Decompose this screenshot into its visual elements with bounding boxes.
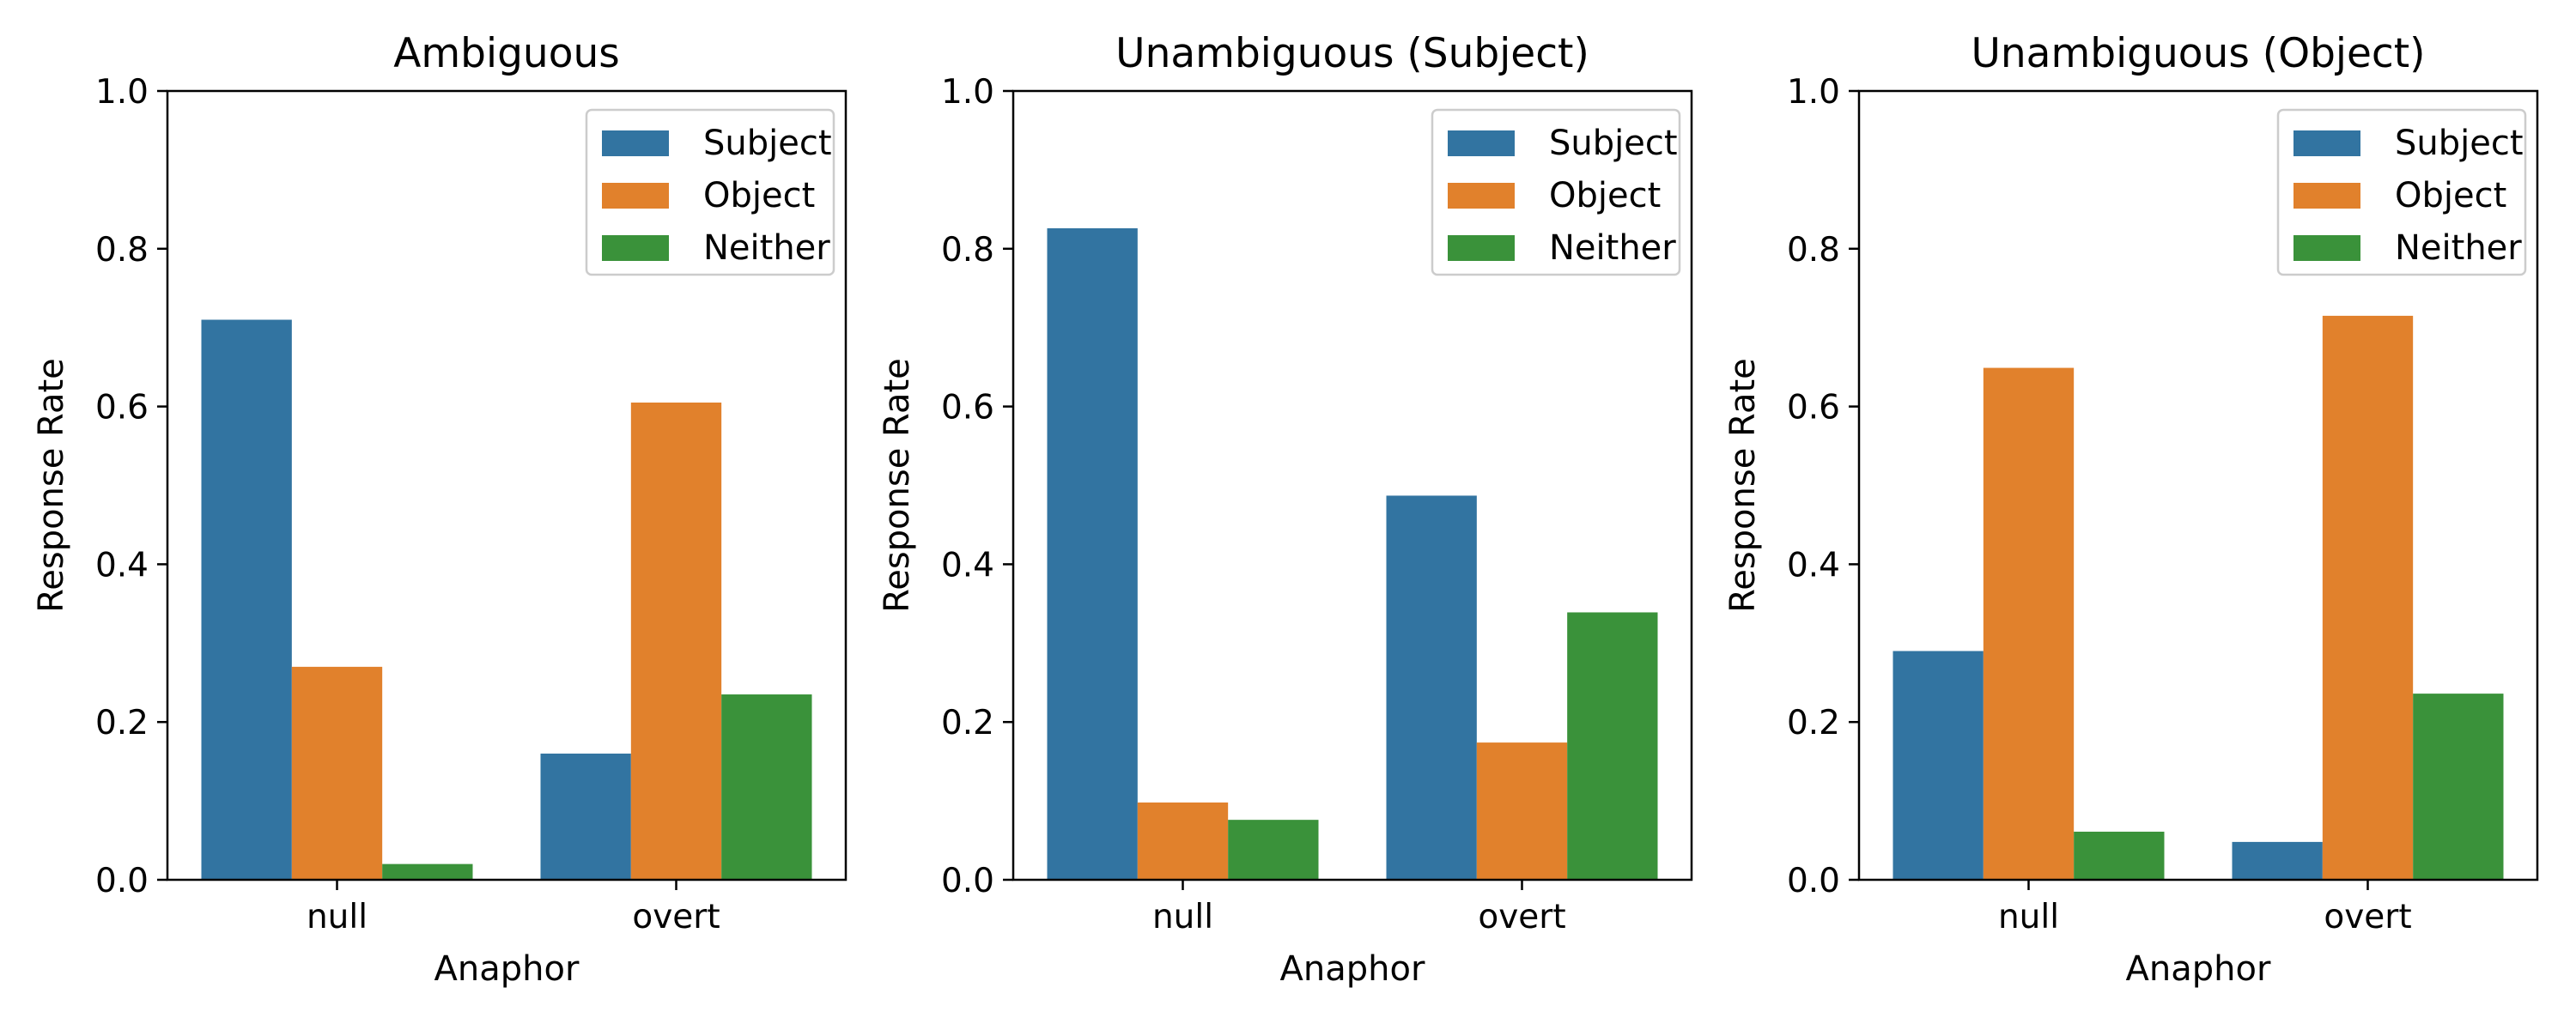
legend-label-neither: Neither — [2395, 228, 2522, 268]
y-tick-label: 0.6 — [95, 389, 149, 427]
y-tick-label: 0.2 — [1787, 704, 1840, 742]
y-tick-label: 0.0 — [95, 862, 149, 900]
legend: Subject Object Neither — [585, 108, 835, 276]
x-tick-label-overt: overt — [2324, 898, 2411, 936]
bar-subject-overt — [540, 753, 631, 880]
bar-subject-null — [1893, 651, 1984, 880]
chart-title: Unambiguous (Object) — [1971, 30, 2425, 77]
chart-panel-1: 0.0 0.2 0.4 0.6 0.8 1.0 null overt Unambiguous (… — [878, 30, 1693, 989]
y-tick-label: 0.6 — [941, 389, 994, 427]
legend-label-object: Object — [703, 176, 815, 215]
y-tick-label: 1.0 — [1787, 73, 1840, 112]
plot-frame — [166, 89, 848, 882]
bar-neither-null — [2074, 831, 2165, 880]
legend-swatch-subject — [1448, 130, 1515, 156]
y-tick-label: 0.4 — [1787, 546, 1840, 585]
legend-label-neither: Neither — [1549, 228, 1676, 268]
x-axis-label: Anaphor — [2126, 949, 2271, 989]
legend-label-neither: Neither — [703, 228, 830, 268]
y-tick-label: 0.8 — [95, 231, 149, 270]
y-tick-label: 1.0 — [95, 73, 149, 112]
y-tick-label: 0.8 — [1787, 231, 1840, 270]
x-tick-label-overt: overt — [1478, 898, 1565, 936]
legend-swatch-object — [2293, 183, 2360, 209]
y-tick-label: 0.2 — [95, 704, 149, 742]
bar-neither-overt — [2413, 694, 2504, 880]
legend: Subject Object Neither — [2276, 108, 2527, 276]
bar-neither-null — [382, 863, 473, 880]
bar-subject-null — [201, 319, 292, 880]
legend-label-subject: Subject — [1549, 124, 1678, 163]
legend-swatch-object — [602, 183, 669, 209]
bar-subject-overt — [2232, 841, 2323, 880]
plot-frame — [1012, 89, 1693, 882]
legend-swatch-neither — [2293, 235, 2360, 261]
chart-title: Unambiguous (Subject) — [1115, 30, 1589, 77]
y-axis-label: Response Rate — [32, 358, 71, 613]
y-axis-label: Response Rate — [878, 358, 917, 613]
x-tick-label-null: null — [307, 898, 368, 936]
bar-object-overt — [1476, 742, 1568, 880]
chart-panel-0: 0.0 0.2 0.4 0.6 0.8 1.0 null overt Ambiguous Anap… — [32, 30, 848, 989]
y-tick-label: 0.4 — [95, 546, 149, 585]
legend-swatch-neither — [602, 235, 669, 261]
legend-label-object: Object — [2395, 176, 2506, 215]
legend-swatch-object — [1448, 183, 1515, 209]
y-tick-label: 1.0 — [941, 73, 994, 112]
legend-swatch-subject — [2293, 130, 2360, 156]
y-tick-label: 0.6 — [1787, 389, 1840, 427]
y-tick-label: 0.2 — [941, 704, 994, 742]
legend-label-subject: Subject — [2395, 124, 2524, 163]
legend-swatch-neither — [1448, 235, 1515, 261]
y-tick-label: 0.8 — [941, 231, 994, 270]
bar-object-null — [291, 666, 383, 880]
plot-frame — [1857, 89, 2539, 882]
bar-object-null — [1137, 802, 1229, 880]
bar-object-overt — [2322, 315, 2414, 880]
legend-label-subject: Subject — [703, 124, 832, 163]
x-tick-label-overt: overt — [632, 898, 720, 936]
x-axis-label: Anaphor — [434, 949, 580, 989]
legend: Subject Object Neither — [1431, 108, 1681, 276]
x-tick-label-null: null — [1998, 898, 2059, 936]
bar-neither-null — [1228, 820, 1319, 880]
bar-neither-overt — [721, 694, 812, 880]
bar-subject-overt — [1386, 495, 1477, 880]
legend-swatch-subject — [602, 130, 669, 156]
y-tick-label: 0.0 — [1787, 862, 1840, 900]
bar-object-null — [1983, 367, 2075, 881]
x-axis-label: Anaphor — [1280, 949, 1425, 989]
bar-neither-overt — [1567, 612, 1658, 880]
chart-title: Ambiguous — [393, 30, 619, 77]
x-tick-label-null: null — [1152, 898, 1213, 936]
y-tick-label: 0.0 — [941, 862, 994, 900]
y-axis-label: Response Rate — [1723, 358, 1763, 613]
bar-object-overt — [630, 403, 722, 880]
y-tick-label: 0.4 — [941, 546, 994, 585]
legend-label-object: Object — [1549, 176, 1661, 215]
chart-panel-2: 0.0 0.2 0.4 0.6 0.8 1.0 null overt Unambiguous (… — [1723, 30, 2539, 989]
bar-subject-null — [1047, 227, 1138, 880]
